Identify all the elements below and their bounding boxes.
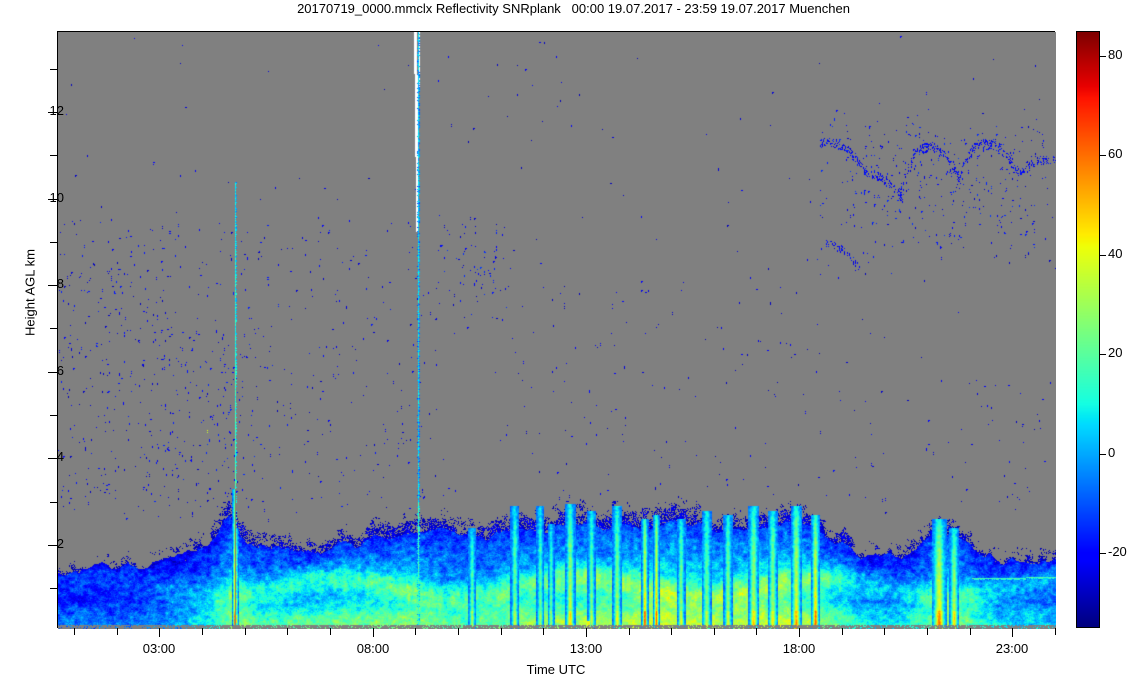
x-tick <box>671 628 672 635</box>
x-tick <box>330 628 331 635</box>
x-tick-label: 18:00 <box>782 641 816 656</box>
y-tick-label: 6 <box>56 363 64 378</box>
y-tick <box>50 415 57 416</box>
y-tick-label: 8 <box>56 276 64 291</box>
y-tick <box>50 588 57 589</box>
y-tick <box>50 242 57 243</box>
x-tick-label: 23:00 <box>995 641 1029 656</box>
x-tick <box>117 628 118 635</box>
y-tick-label: 2 <box>56 536 64 551</box>
colorbar-tick <box>1100 155 1106 156</box>
x-tick <box>756 628 757 635</box>
y-tick <box>50 155 57 156</box>
x-tick <box>1012 628 1013 637</box>
x-tick <box>501 628 502 635</box>
y-tick <box>48 458 57 459</box>
x-tick <box>202 628 203 635</box>
y-tick <box>48 199 57 200</box>
colorbar-tick <box>1100 454 1106 455</box>
y-tick <box>50 69 57 70</box>
colorbar-tick <box>1100 553 1106 554</box>
x-tick-label: 08:00 <box>356 641 390 656</box>
y-axis-title: Height AGL km <box>22 249 38 336</box>
x-tick <box>629 628 630 635</box>
colorbar-tick <box>1100 56 1106 57</box>
colorbar[interactable] <box>1076 31 1100 628</box>
x-tick <box>415 628 416 635</box>
colorbar-tick-label: 60 <box>1108 146 1123 161</box>
colorbar-tick-label: 40 <box>1108 246 1123 261</box>
x-tick <box>714 628 715 635</box>
reflectivity-heatmap-canvas[interactable] <box>58 32 1056 629</box>
y-tick <box>48 112 57 113</box>
colorbar-tick-label: -20 <box>1108 544 1127 559</box>
y-tick-label: 4 <box>56 449 64 464</box>
x-axis-title: Time UTC <box>526 662 586 677</box>
x-tick <box>970 628 971 635</box>
x-tick <box>287 628 288 635</box>
page-title: 20170719_0000.mmclx Reflectivity SNRplan… <box>297 1 850 16</box>
x-tick <box>245 628 246 635</box>
x-tick-label: 03:00 <box>142 641 176 656</box>
x-tick <box>458 628 459 635</box>
y-tick <box>48 285 57 286</box>
x-tick <box>842 628 843 635</box>
colorbar-tick <box>1100 354 1106 355</box>
x-tick <box>586 628 587 637</box>
colorbar-tick <box>1100 255 1106 256</box>
y-tick-label: 12 <box>49 103 64 118</box>
plot-area[interactable] <box>57 31 1056 629</box>
colorbar-tick-label: 20 <box>1108 345 1123 360</box>
x-tick <box>159 628 160 637</box>
colorbar-tick-label: 0 <box>1108 445 1116 460</box>
x-tick-label: 13:00 <box>569 641 603 656</box>
x-tick <box>927 628 928 635</box>
colorbar-gradient <box>1077 32 1099 627</box>
x-tick <box>373 628 374 637</box>
colorbar-tick-label: 80 <box>1108 47 1123 62</box>
y-tick <box>50 502 57 503</box>
x-tick <box>74 628 75 635</box>
y-tick <box>50 328 57 329</box>
y-tick <box>48 372 57 373</box>
x-tick <box>884 628 885 635</box>
y-tick <box>48 545 57 546</box>
x-tick <box>543 628 544 635</box>
y-tick-label: 10 <box>49 190 64 205</box>
x-tick <box>1055 628 1056 635</box>
x-tick <box>799 628 800 637</box>
